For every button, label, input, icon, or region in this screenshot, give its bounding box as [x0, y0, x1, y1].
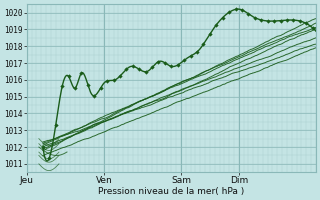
X-axis label: Pression niveau de la mer( hPa ): Pression niveau de la mer( hPa ): [98, 187, 244, 196]
